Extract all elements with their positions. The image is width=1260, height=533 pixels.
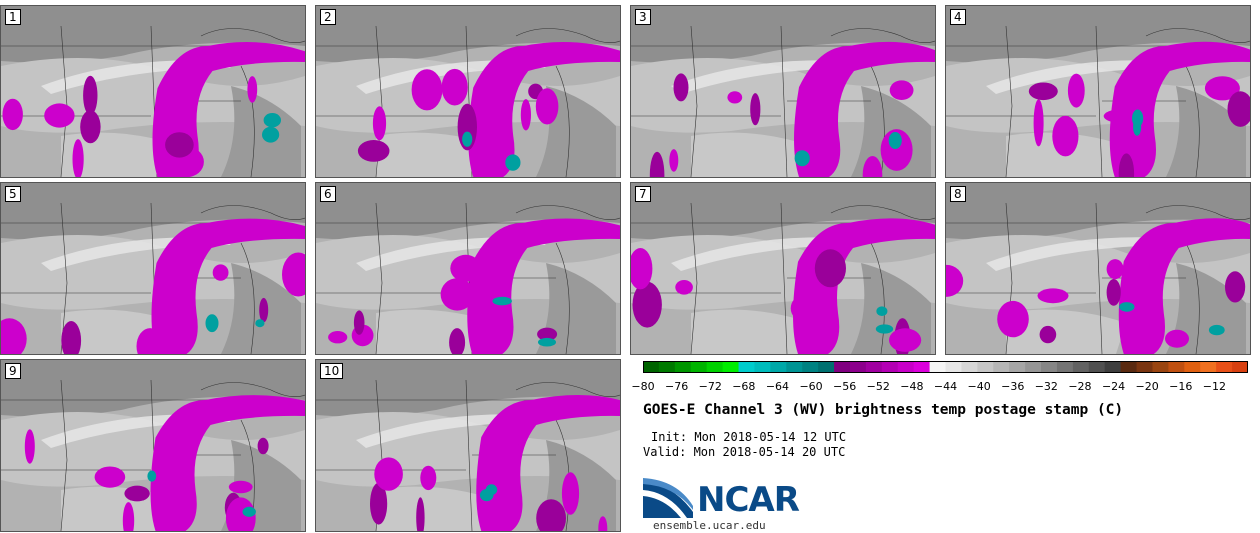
colorbar-segment	[1216, 361, 1233, 373]
colorbar-segment	[834, 361, 851, 373]
water-vapor-map	[631, 6, 935, 177]
colorbar-segment	[993, 361, 1010, 373]
colorbar-segment	[1120, 361, 1138, 373]
logo-text: NCAR	[697, 480, 800, 520]
colorbar-segment	[818, 361, 835, 373]
website-url: ensemble.ucar.edu	[653, 519, 766, 532]
colorbar-tick-label: −40	[967, 380, 991, 393]
colorbar-segment	[722, 361, 740, 373]
panel-label: 2	[320, 9, 336, 25]
colorbar-tick-label: −20	[1135, 380, 1159, 393]
panel-label: 4	[950, 9, 966, 25]
colorbar-tick-label: −44	[933, 380, 958, 393]
map-panel: 10	[315, 359, 621, 532]
colorbar-segment	[802, 361, 819, 373]
colorbar-segment	[1072, 361, 1090, 373]
colorbar-segment	[1025, 361, 1042, 373]
panel-label: 6	[320, 186, 336, 202]
water-vapor-map	[316, 183, 620, 354]
panel-label: 9	[5, 363, 21, 379]
colorbar-segment	[1152, 361, 1169, 373]
valid-time: Valid: Mon 2018-05-14 20 UTC	[643, 445, 846, 459]
colorbar-segment	[738, 361, 755, 373]
colorbar-segment	[1009, 361, 1026, 373]
colorbar-segment	[1056, 361, 1074, 373]
water-vapor-map	[1, 183, 305, 354]
colorbar-segment	[945, 361, 962, 373]
colorbar-segment	[658, 361, 676, 373]
colorbar-segment	[865, 361, 883, 373]
map-panel: 7	[630, 182, 936, 355]
colorbar-segment	[849, 361, 867, 373]
colorbar-tick-label: −28	[1068, 380, 1092, 393]
map-panel: 2	[315, 5, 621, 178]
figure-title: GOES-E Channel 3 (WV) brightness temp po…	[643, 402, 1124, 418]
colorbar-segment	[1104, 361, 1122, 373]
colorbar-tick-label: −48	[900, 380, 924, 393]
colorbar-segment	[674, 361, 692, 373]
colorbar-tick-label: −76	[665, 380, 689, 393]
colorbar-segment	[1168, 361, 1185, 373]
colorbar-segment	[770, 361, 787, 373]
colorbar-tick-label: −64	[765, 380, 790, 393]
water-vapor-map	[631, 183, 935, 354]
panel-label: 10	[320, 363, 344, 379]
colorbar-segment	[881, 361, 899, 373]
colorbar-segment	[961, 361, 978, 373]
colorbar-segment	[1136, 361, 1153, 373]
map-panel: 4	[945, 5, 1251, 178]
panel-label: 3	[635, 9, 651, 25]
colorbar-tick-label: −56	[833, 380, 857, 393]
water-vapor-map	[946, 6, 1250, 177]
colorbar-segment	[690, 361, 708, 373]
colorbar-segment	[1088, 361, 1106, 373]
water-vapor-map	[946, 183, 1250, 354]
panel-label: 5	[5, 186, 21, 202]
colorbar-segment	[929, 361, 946, 373]
colorbar	[643, 361, 1248, 373]
colorbar-segment	[643, 361, 660, 373]
map-panel: 5	[0, 182, 306, 355]
colorbar-segment	[754, 361, 771, 373]
colorbar-segment	[1232, 361, 1248, 373]
water-vapor-map	[316, 6, 620, 177]
colorbar-tick-label: −12	[1202, 380, 1226, 393]
map-panel: 1	[0, 5, 306, 178]
colorbar-tick-label: −60	[799, 380, 823, 393]
colorbar-tick-label: −80	[631, 380, 655, 393]
colorbar-tick-label: −72	[698, 380, 722, 393]
panel-label: 7	[635, 186, 651, 202]
colorbar-segment	[706, 361, 724, 373]
colorbar-tick-label: −52	[866, 380, 890, 393]
map-panel: 8	[945, 182, 1251, 355]
init-time: Init: Mon 2018-05-14 12 UTC	[651, 430, 847, 444]
map-panel: 9	[0, 359, 306, 532]
water-vapor-map	[316, 360, 620, 531]
water-vapor-map	[1, 6, 305, 177]
colorbar-tick-label: −68	[732, 380, 756, 393]
map-panel: 6	[315, 182, 621, 355]
water-vapor-map	[1, 360, 305, 531]
colorbar-segment	[977, 361, 994, 373]
ncar-logo-icon	[643, 478, 693, 518]
colorbar-segment	[1041, 361, 1058, 373]
colorbar-segment	[913, 361, 931, 373]
colorbar-segment	[897, 361, 915, 373]
colorbar-tick-label: −16	[1169, 380, 1193, 393]
colorbar-segment	[786, 361, 803, 373]
colorbar-tick-label: −24	[1101, 380, 1126, 393]
colorbar-segment	[1200, 361, 1217, 373]
map-panel: 3	[630, 5, 936, 178]
panel-label: 8	[950, 186, 966, 202]
colorbar-segment	[1184, 361, 1201, 373]
colorbar-tick-label: −32	[1034, 380, 1058, 393]
panel-label: 1	[5, 9, 21, 25]
colorbar-tick-label: −36	[1001, 380, 1025, 393]
